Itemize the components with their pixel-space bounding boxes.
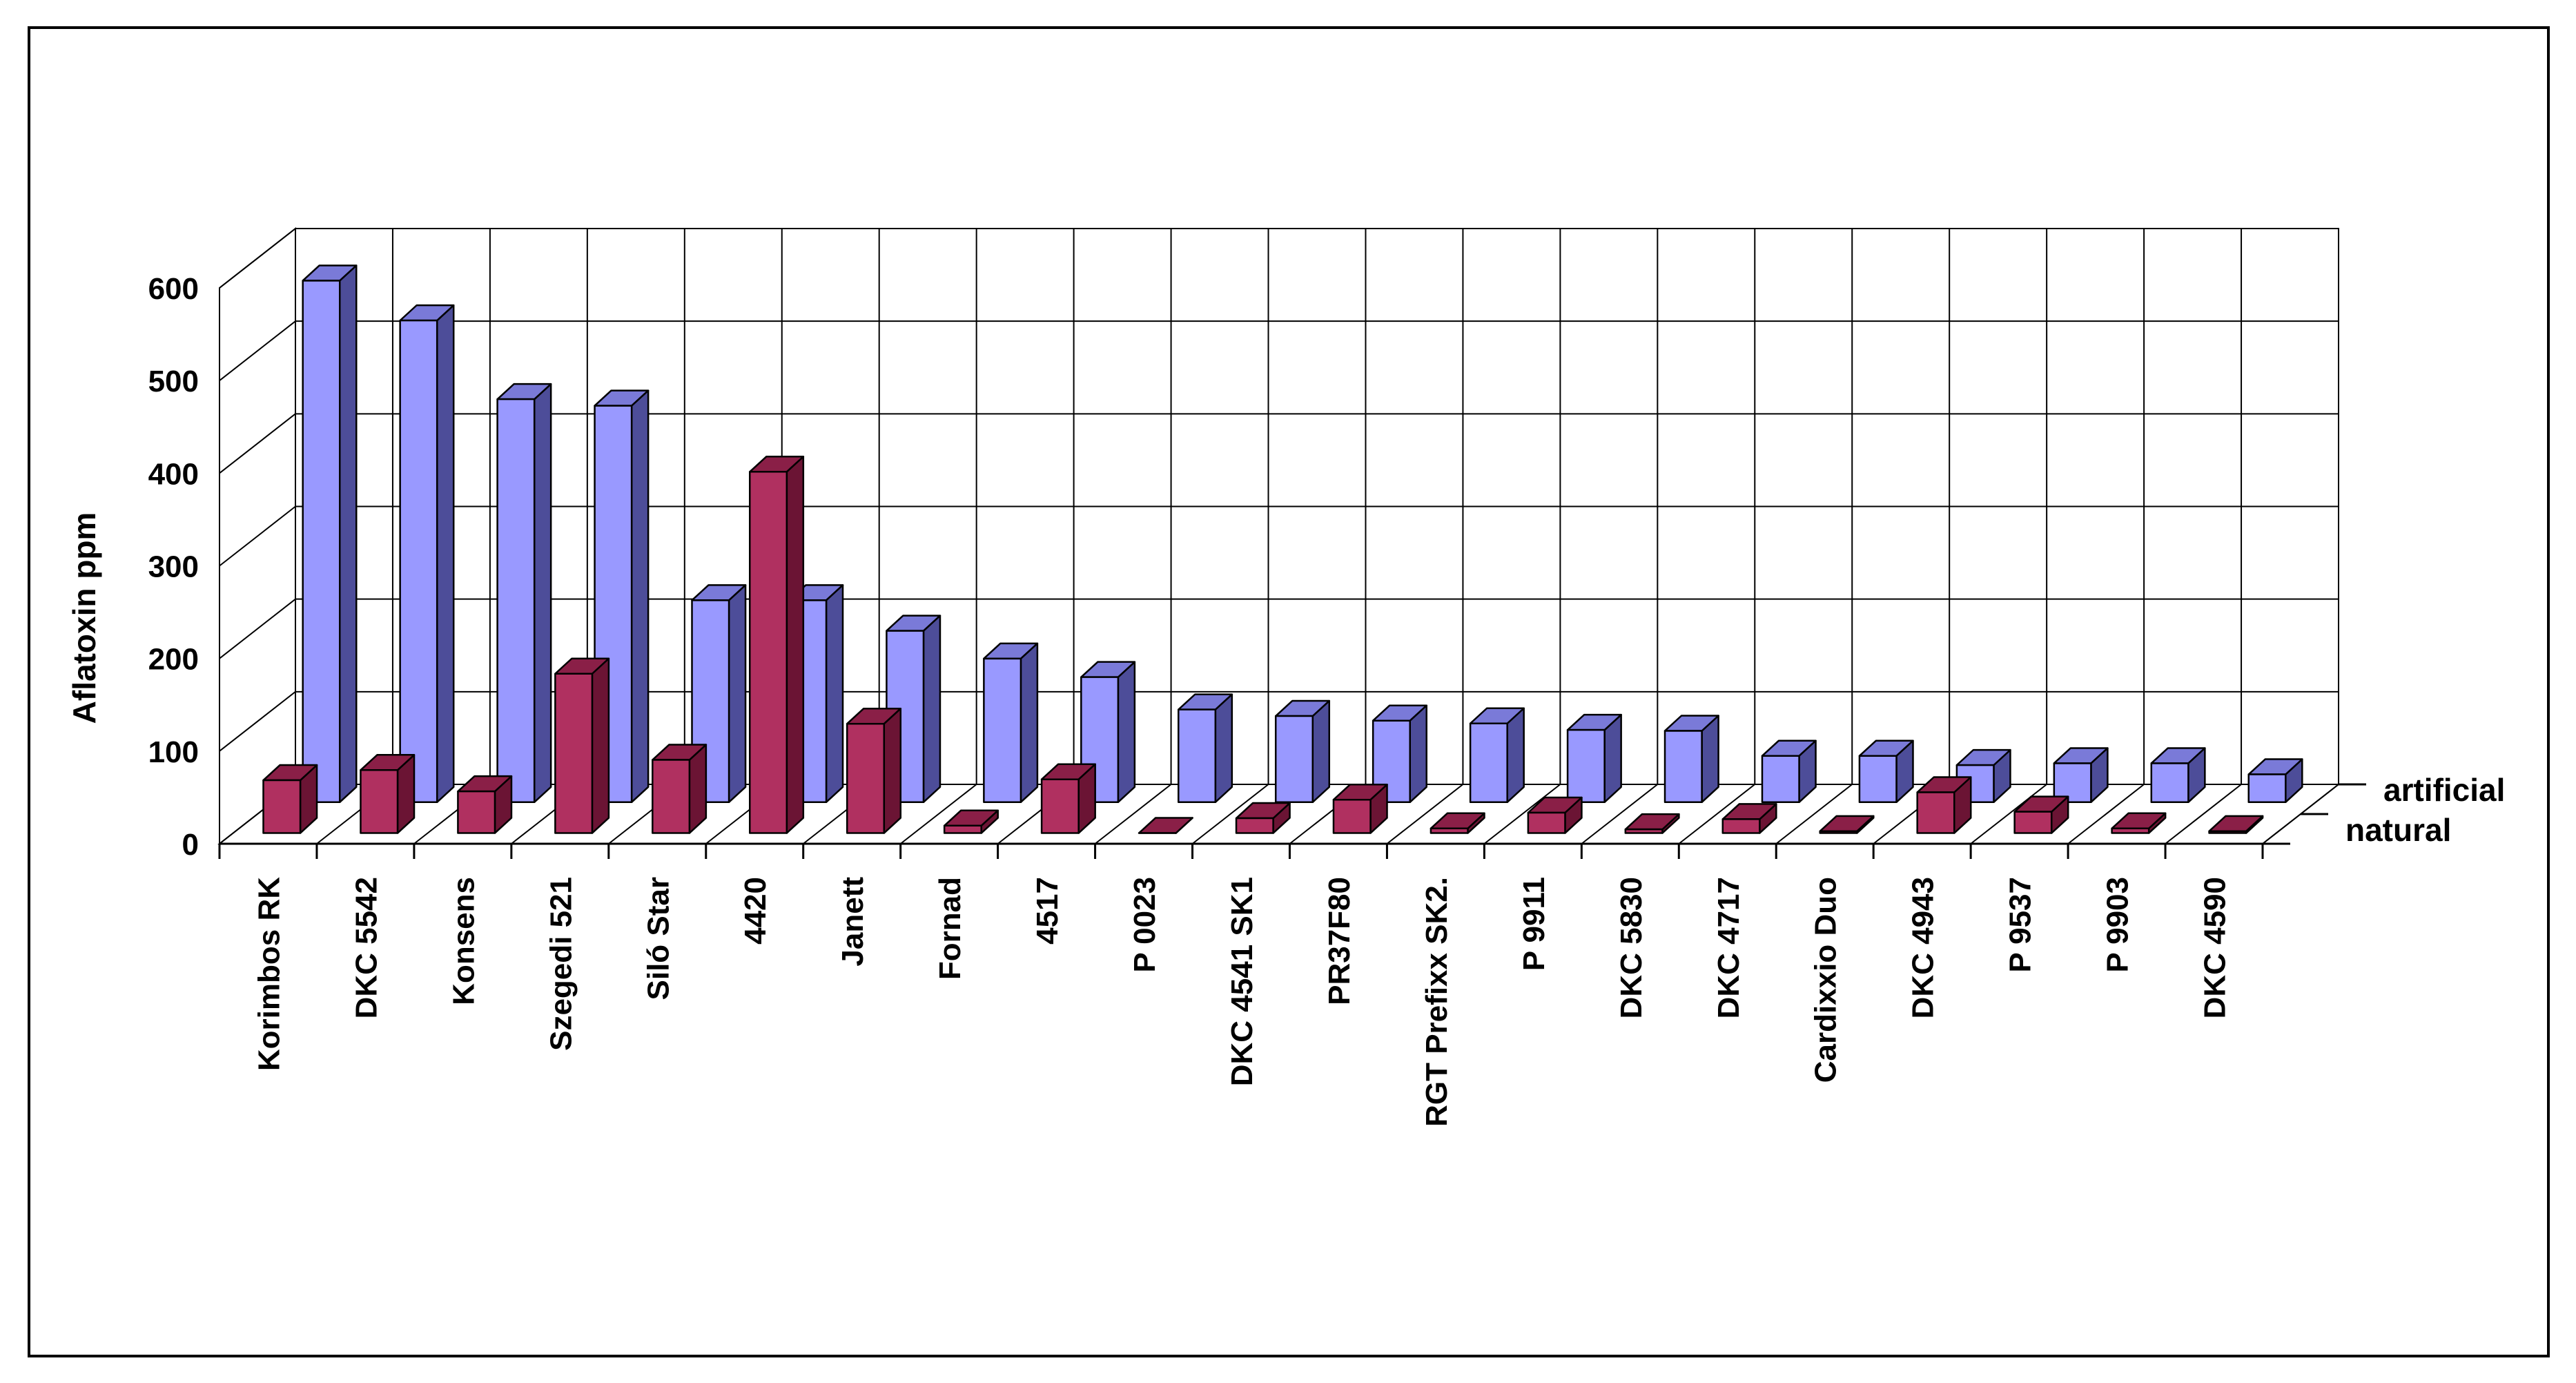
bar-natural	[1138, 817, 1193, 834]
category-label: Korimbos RK	[252, 877, 286, 1071]
category-label: 4420	[739, 877, 772, 945]
bars-artificial-series	[302, 264, 2303, 804]
gridline-side	[219, 413, 296, 474]
category-label: P 9911	[1517, 877, 1551, 971]
category-label: DKC 4541 SK1	[1225, 877, 1259, 1086]
bar-natural	[1819, 815, 1875, 834]
bar-artificial	[2150, 747, 2206, 804]
bar-artificial	[1178, 693, 1233, 804]
category-label: P 9537	[2004, 877, 2038, 973]
series-label-natural: natural	[2345, 812, 2451, 848]
bar-artificial	[1858, 739, 1914, 804]
category-label: Szegedi 521	[544, 877, 578, 1051]
bar-artificial	[399, 304, 455, 804]
bar-natural	[2013, 795, 2069, 834]
y-tick-label: 0	[182, 828, 199, 862]
bar-artificial	[302, 264, 358, 804]
y-tick-label: 300	[148, 550, 199, 584]
floor-division	[1386, 784, 1464, 844]
category-label: DKC 4717	[1712, 877, 1746, 1018]
category-label: DKC 5830	[1614, 877, 1648, 1018]
bar-natural	[1527, 796, 1583, 834]
floor-division	[1678, 784, 1755, 844]
category-label: RGT Prefixx SK2.	[1420, 877, 1454, 1127]
bar-artificial	[886, 615, 941, 804]
floor-division	[1483, 784, 1561, 844]
bar-artificial	[1955, 748, 2011, 804]
category-label: DKC 4943	[1906, 877, 1940, 1018]
floor-division	[1581, 784, 1658, 844]
bar-natural	[1624, 813, 1680, 834]
category-label: Cardixxio Duo	[1809, 877, 1843, 1083]
category-label: 4517	[1031, 877, 1064, 945]
category-label: P 9903	[2101, 877, 2135, 973]
bar-artificial	[1372, 704, 1427, 804]
category-label: DKC 4590	[2198, 877, 2232, 1018]
bar-natural	[749, 456, 805, 834]
y-tick-label: 200	[148, 643, 199, 677]
bar-artificial	[594, 389, 650, 804]
category-label: Siló Star	[641, 877, 675, 1000]
floor-division	[1191, 784, 1269, 844]
floor-division	[1094, 784, 1172, 844]
bar-artificial	[2247, 758, 2303, 804]
floor-division	[900, 784, 977, 844]
gridline-side	[219, 598, 296, 659]
bar-artificial	[1274, 699, 1331, 804]
series-label-artificial: artificial	[2383, 772, 2505, 808]
bar-natural	[1430, 812, 1485, 834]
bar-natural	[262, 764, 318, 834]
floor-division	[2067, 784, 2145, 844]
bar-natural	[457, 775, 513, 834]
bar-natural	[1916, 776, 1972, 834]
bar-artificial	[983, 642, 1039, 804]
bar-natural	[554, 657, 610, 834]
floor-division	[1775, 784, 1853, 844]
bar-natural	[2111, 812, 2167, 834]
bar-artificial	[1663, 715, 1719, 804]
bar-natural	[652, 744, 708, 834]
gridline-side	[219, 228, 296, 289]
category-label: PR37F80	[1323, 877, 1356, 1005]
category-label: P 0023	[1128, 877, 1162, 973]
floor-division	[2165, 784, 2242, 844]
bar-natural	[360, 754, 416, 834]
y-axis-label: Aflatoxin ppm	[66, 512, 102, 724]
bar-artificial	[1761, 739, 1817, 804]
bar-natural	[846, 707, 902, 834]
bar-artificial	[1566, 713, 1622, 804]
bar-natural	[1332, 783, 1388, 834]
bar-natural	[1235, 802, 1291, 834]
floor-division	[1970, 784, 2047, 844]
bars-natural-series	[262, 456, 2264, 834]
bar-natural	[2208, 815, 2264, 834]
category-label: DKC 5542	[349, 877, 383, 1018]
category-labels: Korimbos RK DKC 5542 Konsens Szegedi 521 Sil…	[252, 877, 2232, 1127]
y-tick-label: 100	[148, 735, 199, 769]
y-axis-tick-labels: 0 100 200 300 400 500 600	[148, 272, 199, 862]
series-labels: artificial natural	[2263, 772, 2505, 848]
y-tick-label: 500	[148, 365, 199, 398]
bar-natural	[1040, 763, 1096, 834]
category-label: Janett	[836, 877, 870, 967]
bar-natural	[1721, 803, 1777, 834]
category-label: Konsens	[447, 877, 480, 1005]
gridline-side	[219, 691, 296, 752]
bar-artificial	[1469, 707, 1525, 804]
gridline-side	[219, 320, 296, 381]
gridline-side	[219, 505, 296, 567]
bar-artificial	[496, 383, 552, 804]
bar-artificial	[2053, 747, 2109, 804]
bar-natural	[943, 809, 999, 834]
category-label: Fornad	[933, 877, 967, 980]
y-tick-label: 400	[148, 457, 199, 491]
y-tick-label: 600	[148, 272, 199, 306]
